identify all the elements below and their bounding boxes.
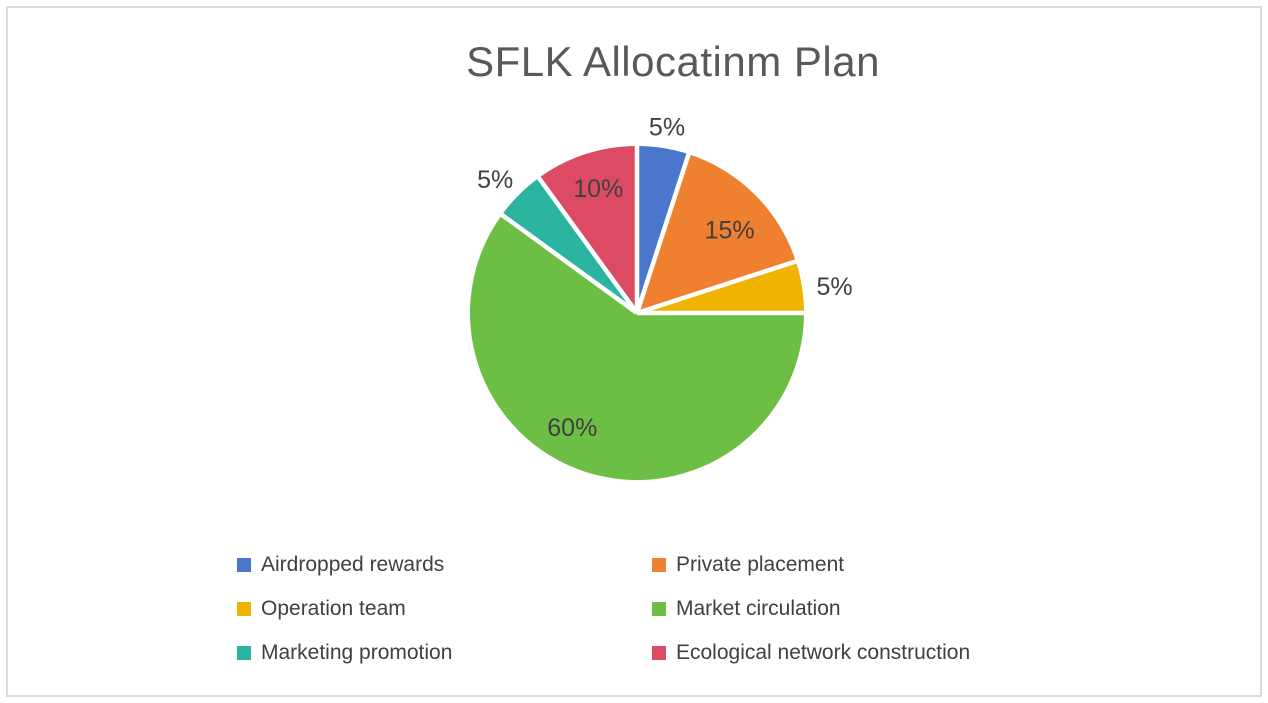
legend-marker-icon (652, 646, 666, 660)
chart-legend: Airdropped rewards Private placement Opera… (237, 551, 970, 683)
legend-marker-icon (652, 558, 666, 572)
pie-chart: 5% 15% 5% 60% 5% 10% (470, 113, 853, 480)
slice-label-1: 15% (705, 216, 755, 244)
legend-item: Marketing promotion (237, 639, 652, 667)
legend-item: Operation team (237, 595, 652, 623)
slice-separator (536, 175, 639, 315)
slice-label-2: 5% (817, 273, 853, 301)
legend-label: Ecological network construction (676, 641, 971, 664)
legend-item: Ecological network construction (652, 639, 970, 667)
pie-slice-4 (501, 177, 637, 313)
legend-label: Market circulation (676, 597, 841, 620)
legend-label: Private placement (676, 553, 845, 576)
legend-marker-icon (237, 558, 251, 572)
legend-item: Private placement (652, 551, 970, 579)
slice-label-4: 5% (477, 166, 513, 194)
legend-item: Market circulation (652, 595, 970, 623)
legend-marker-icon (237, 646, 251, 660)
pie-slice-3 (470, 214, 804, 480)
legend-label: Marketing promotion (261, 641, 453, 664)
slice-separator (499, 212, 639, 315)
slice-label-0: 5% (649, 113, 685, 141)
legend-marker-icon (237, 602, 251, 616)
legend-item: Airdropped rewards (237, 551, 652, 579)
slice-label-3: 60% (547, 414, 597, 442)
legend-label: Airdropped rewards (261, 553, 445, 576)
legend-label: Operation team (261, 597, 406, 620)
legend-marker-icon (652, 602, 666, 616)
chart-title: SFLK Allocatinm Plan (466, 38, 880, 85)
slice-label-5: 10% (573, 175, 623, 203)
slice-separator (636, 258, 798, 316)
slice-separator (634, 152, 692, 314)
pie-slice-5 (538, 146, 637, 313)
